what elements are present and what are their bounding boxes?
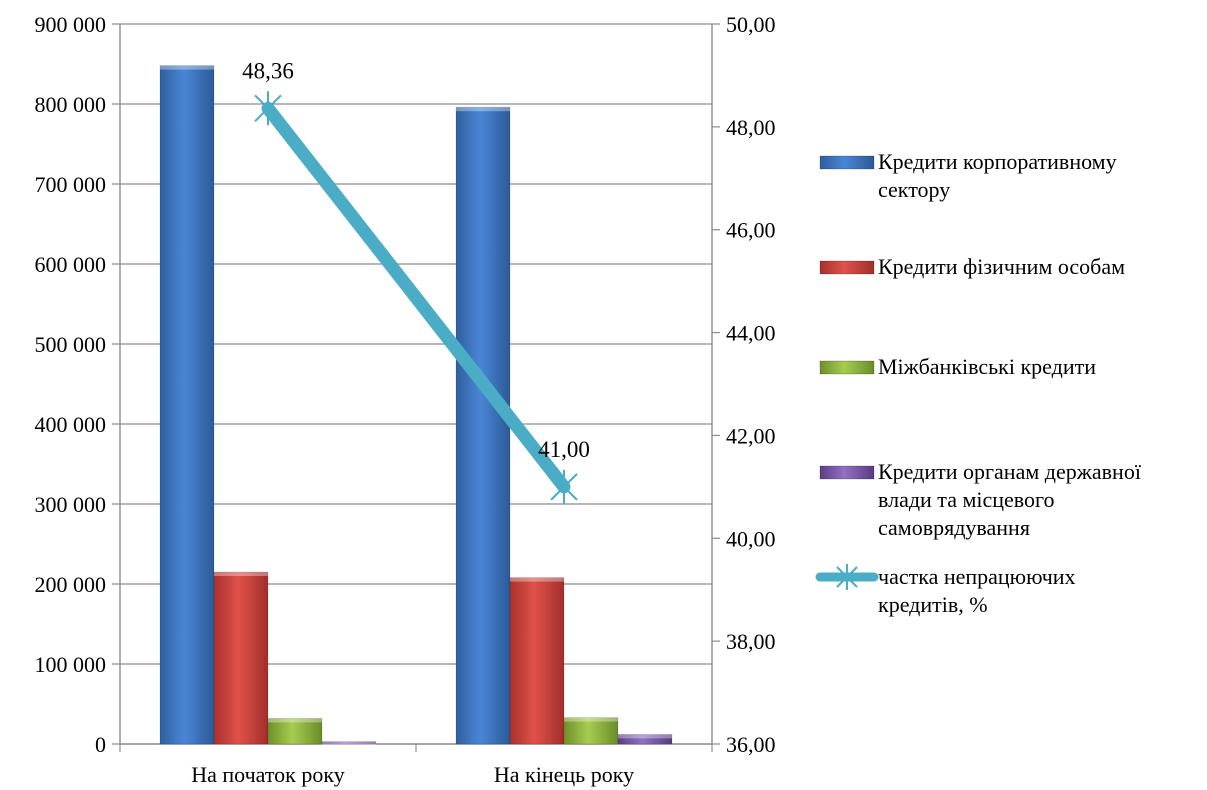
- data-label: 41,00: [538, 437, 590, 462]
- legend-label: кредитів, %: [878, 592, 988, 617]
- left-tick-label: 100 000: [35, 652, 107, 677]
- category-label: На кінець року: [494, 762, 634, 787]
- bar: [213, 571, 269, 745]
- left-tick-label: 0: [95, 732, 106, 757]
- bar-cap: [510, 577, 564, 582]
- right-tick-label: 48,00: [726, 115, 776, 140]
- legend-item: Кредити органам державної влади та місцев…: [819, 459, 1142, 540]
- bar-cap: [564, 717, 618, 722]
- right-tick-label: 50,00: [726, 12, 776, 37]
- legend-label: самоврядування: [878, 515, 1030, 540]
- legend-label: Кредити фізичним особам: [878, 254, 1125, 279]
- left-tick-label: 500 000: [35, 332, 107, 357]
- legend-item: частка непрацюючих кредитів, %: [815, 564, 1076, 617]
- legend-label: влади та місцевого: [878, 487, 1055, 512]
- left-tick-label: 400 000: [35, 412, 107, 437]
- axes: 0 100 000 200 000 300 000 400 000 500 000 600 …: [35, 12, 776, 787]
- bar-cap: [322, 741, 376, 746]
- legend-swatch: [819, 360, 875, 375]
- bar: [563, 717, 619, 745]
- legend-item: Кредити корпоративному сектору: [819, 149, 1117, 202]
- right-tick-label: 46,00: [726, 218, 776, 243]
- bar: [321, 741, 377, 745]
- bar-cap: [268, 718, 322, 723]
- legend-label: Міжбанківські кредити: [878, 354, 1096, 379]
- right-tick-label: 44,00: [726, 321, 776, 346]
- left-tick-label: 700 000: [35, 172, 107, 197]
- right-tick-label: 42,00: [726, 423, 776, 448]
- legend-item: Кредити фізичним особам: [819, 254, 1125, 279]
- legend-swatch: [819, 465, 875, 480]
- legend-label: Кредити органам державної: [878, 459, 1142, 484]
- bar: [617, 734, 673, 745]
- bar-cap: [618, 734, 672, 739]
- bar: [267, 718, 323, 745]
- line-marker: [550, 469, 578, 504]
- line-series: [254, 91, 578, 504]
- legend-item: Міжбанківські кредити: [819, 354, 1096, 379]
- bar: [455, 106, 511, 745]
- left-tick-label: 900 000: [35, 12, 107, 37]
- bar: [509, 577, 565, 745]
- right-tick-label: 38,00: [726, 629, 776, 654]
- legend-label: сектору: [878, 177, 950, 202]
- bar-cap: [214, 572, 268, 576]
- legend-label: Кредити корпоративному: [878, 149, 1117, 174]
- right-tick-label: 36,00: [726, 732, 776, 757]
- left-tick-label: 200 000: [35, 572, 107, 597]
- legend-label: частка непрацюючих: [878, 564, 1076, 589]
- bar-cap: [456, 107, 510, 112]
- left-tick-label: 800 000: [35, 92, 107, 117]
- data-label: 48,36: [242, 58, 294, 83]
- bars: [159, 65, 673, 746]
- left-tick-label: 300 000: [35, 492, 107, 517]
- bar: [159, 65, 215, 745]
- line-path: [261, 101, 571, 494]
- category-label: На початок року: [191, 762, 345, 787]
- legend-swatch: [819, 260, 875, 275]
- left-tick-label: 600 000: [35, 252, 107, 277]
- labels: 48,36 41,00: [242, 58, 590, 462]
- bar-cap: [160, 65, 214, 70]
- right-tick-label: 40,00: [726, 526, 776, 551]
- line-marker: [254, 91, 282, 126]
- legend: Кредити корпоративному сектору Кредити фіз…: [815, 149, 1142, 617]
- legend-swatch: [819, 155, 875, 170]
